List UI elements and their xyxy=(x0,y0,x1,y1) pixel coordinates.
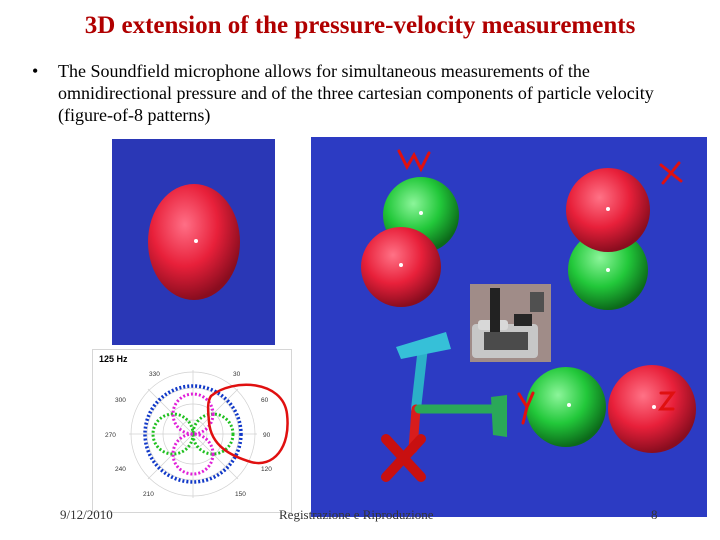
polar-angle-label: 210 xyxy=(143,491,154,498)
axis-structure xyxy=(381,332,507,482)
polar-angle-label: 60 xyxy=(261,397,269,404)
omni-pattern-panel xyxy=(112,139,275,345)
polar-angle-label: 30 xyxy=(233,371,241,378)
fig8-patterns-panel xyxy=(311,137,707,517)
fig8-lobe-magenta xyxy=(171,392,215,436)
footer-center-text: Registrazione e Riproduzione xyxy=(279,507,434,522)
bullet-marker: • xyxy=(32,61,39,81)
footer-page-number: 8 xyxy=(651,507,658,522)
slide-title: 3D extension of the pressure-velocity me… xyxy=(84,12,636,39)
bullet-item: • The Soundfield microphone allows for s… xyxy=(32,60,668,126)
annotation-x xyxy=(659,161,683,185)
soundfield-microphone-photo xyxy=(470,284,551,362)
polar-frequency-label: 125 Hz xyxy=(99,354,128,364)
sphere-red xyxy=(608,365,696,453)
polar-angle-label: 120 xyxy=(261,466,272,473)
annotation-w xyxy=(397,149,431,173)
omni-sphere xyxy=(148,184,240,300)
polar-angle-label: 240 xyxy=(115,466,126,473)
omni-polar-curve xyxy=(143,384,243,484)
red-annotation-loop xyxy=(206,383,289,465)
microphone-photo-graphic xyxy=(470,284,551,362)
annotation-z xyxy=(658,391,676,411)
annotation-y xyxy=(517,391,535,425)
omni-sphere-graphic xyxy=(148,184,240,300)
polar-angle-label: 90 xyxy=(263,432,271,439)
footer-date: 9/12/2010 xyxy=(60,507,113,522)
sphere-green xyxy=(526,367,606,447)
polar-angle-label: 330 xyxy=(149,371,160,378)
fig8-spheres-graphic xyxy=(361,149,696,482)
fig8-lobe-magenta xyxy=(171,432,215,476)
polar-angle-label: 270 xyxy=(105,432,116,439)
polar-angle-label: 150 xyxy=(235,491,246,498)
polar-angle-label: 300 xyxy=(115,397,126,404)
polar-plot: 125 Hz 330 30 300 60 270 90 240 120 210 … xyxy=(92,349,292,513)
polar-plot-graphic: 125 Hz 330 30 300 60 270 90 240 120 210 … xyxy=(99,354,289,498)
bullet-text: The Soundfield microphone allows for sim… xyxy=(58,61,654,125)
